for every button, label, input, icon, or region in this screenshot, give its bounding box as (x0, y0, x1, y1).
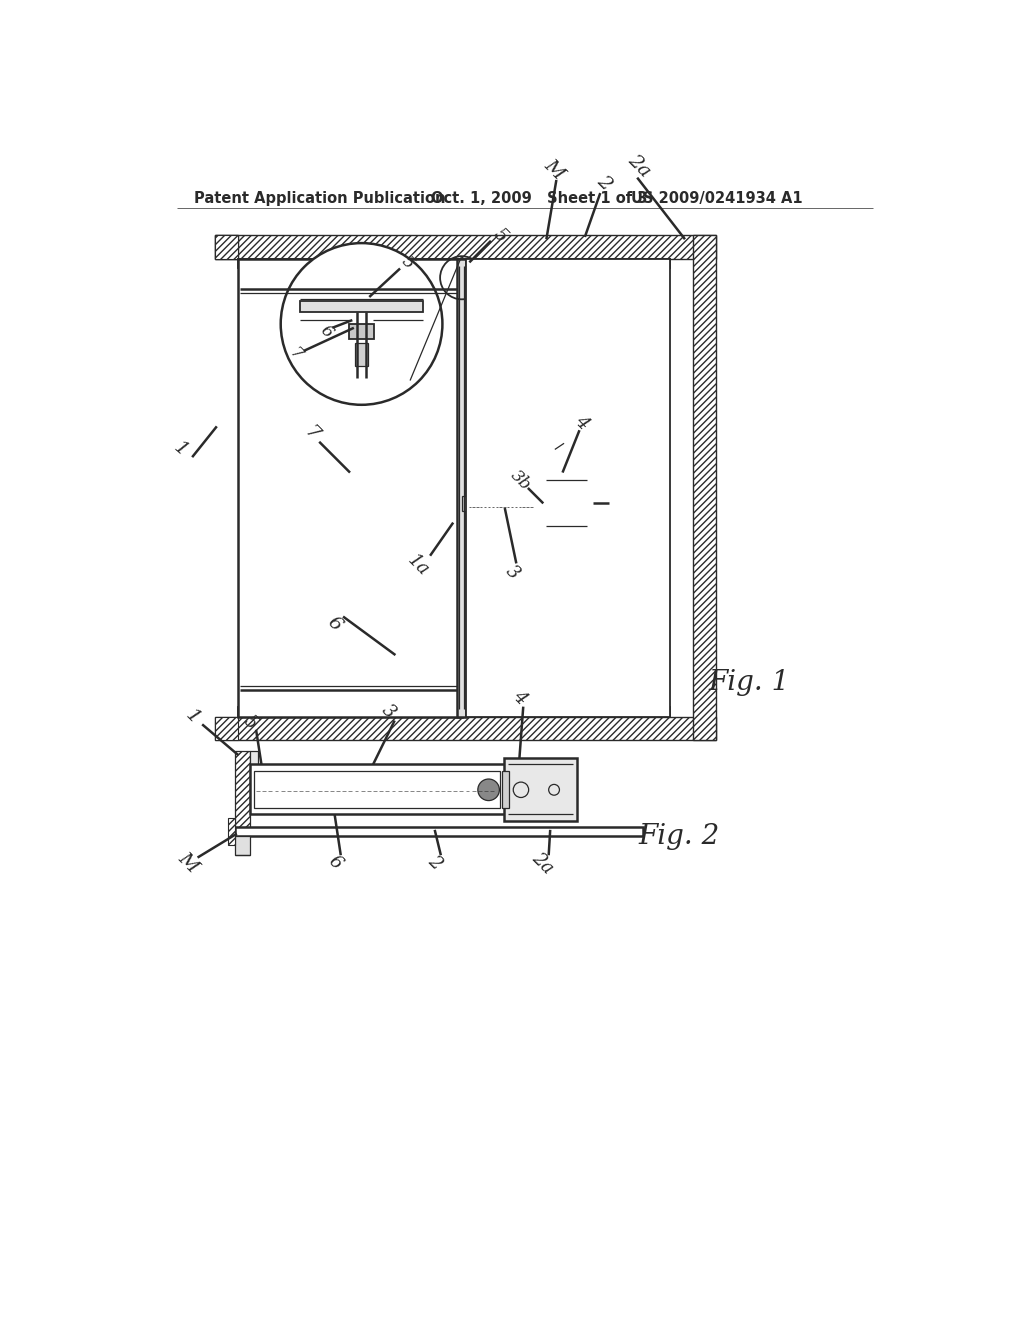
Bar (503, 771, 509, 808)
Bar (300, 301, 423, 313)
Text: 1a: 1a (404, 550, 433, 579)
Bar (692, 235, 716, 739)
Text: 6: 6 (325, 853, 345, 874)
Text: 2a: 2a (624, 152, 653, 181)
Bar (239, 259, 670, 268)
Bar (234, 826, 643, 836)
Bar (228, 818, 234, 845)
Text: 3: 3 (502, 562, 523, 583)
Text: 6: 6 (317, 322, 337, 342)
Bar (215, 717, 716, 739)
Bar (355, 343, 368, 367)
Bar (551, 449, 570, 477)
Text: M: M (541, 157, 567, 183)
Text: M: M (175, 850, 202, 876)
Text: 2: 2 (424, 853, 445, 874)
Bar (215, 717, 239, 739)
Bar (349, 323, 374, 339)
Bar (215, 235, 716, 259)
Circle shape (478, 779, 500, 800)
Circle shape (281, 243, 442, 405)
Bar (466, 499, 536, 508)
Text: 4: 4 (571, 412, 592, 433)
Bar (607, 498, 617, 510)
Text: Patent Application Publication: Patent Application Publication (194, 191, 445, 206)
Text: 4: 4 (509, 686, 529, 708)
Text: 5: 5 (489, 224, 511, 246)
Bar (215, 235, 239, 259)
Text: 3b: 3b (507, 467, 534, 494)
Bar (239, 708, 670, 717)
Text: 1: 1 (181, 706, 203, 727)
Bar (215, 235, 239, 259)
Text: 3: 3 (378, 701, 399, 722)
Bar (250, 751, 258, 766)
Bar (239, 259, 462, 717)
Bar (535, 490, 544, 517)
Text: 5: 5 (240, 711, 260, 733)
Text: 2a: 2a (528, 849, 557, 878)
Text: 1: 1 (170, 438, 191, 461)
Bar (534, 496, 541, 511)
Bar (234, 836, 250, 855)
Text: 5: 5 (398, 252, 418, 272)
Text: Fig. 1: Fig. 1 (708, 669, 790, 696)
Bar (540, 477, 593, 531)
Bar (457, 259, 466, 717)
Bar (234, 751, 250, 829)
Bar (555, 434, 564, 446)
Text: 7: 7 (301, 424, 323, 445)
Text: Oct. 1, 2009   Sheet 1 of 3: Oct. 1, 2009 Sheet 1 of 3 (431, 191, 647, 206)
Bar (466, 259, 670, 717)
Text: 6: 6 (324, 614, 345, 635)
Bar (463, 496, 469, 511)
Bar (504, 758, 578, 821)
Bar (250, 764, 565, 814)
Text: 2: 2 (593, 173, 614, 194)
Text: 7: 7 (287, 345, 306, 364)
Text: Fig. 2: Fig. 2 (639, 822, 720, 850)
Text: US 2009/0241934 A1: US 2009/0241934 A1 (631, 191, 803, 206)
Bar (254, 771, 500, 808)
